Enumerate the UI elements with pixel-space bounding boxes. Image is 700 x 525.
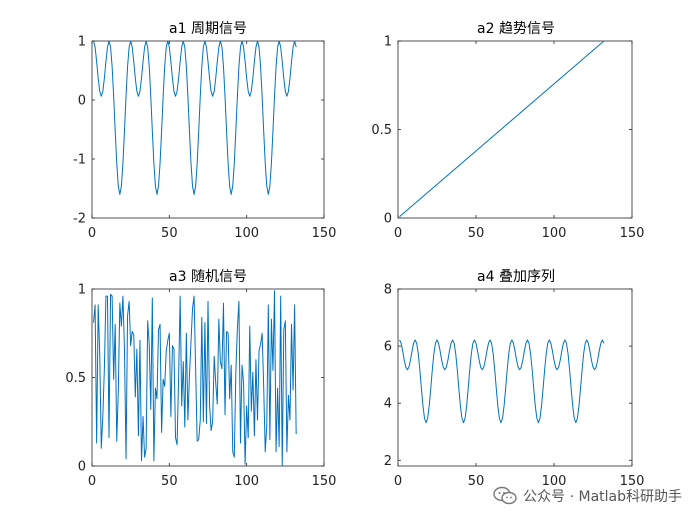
series-line [93, 290, 297, 467]
y-tick-label: 6 [384, 340, 392, 355]
y-tick-label: 1 [78, 35, 86, 50]
x-tick-label: 100 [234, 474, 259, 489]
subplot-a3: a3 随机信号 0 50 100 150 0 0.5 1 [65, 269, 336, 489]
x-tick-label: 100 [234, 226, 259, 241]
y-tick-label: 8 [384, 283, 392, 298]
x-tick-label: 150 [312, 226, 337, 241]
x-tick-label: 150 [312, 474, 337, 489]
y-tick-label: -1 [73, 153, 86, 168]
y-tick-label: 0.5 [371, 123, 392, 138]
subplot-a4: a4 叠加序列 0 50 100 150 2 4 6 8 [384, 269, 645, 489]
y-tick-label: 0 [78, 460, 86, 475]
y-tick-label: 0 [78, 94, 86, 109]
series-line [399, 40, 605, 218]
y-tick-label: 2 [384, 454, 392, 469]
x-tick-label: 0 [88, 474, 96, 489]
x-tick-label: 0 [88, 226, 96, 241]
wechat-icon [493, 486, 517, 505]
y-tick-label: 4 [384, 397, 392, 412]
axes-frame [397, 288, 633, 467]
subplot-a1-axes: 0 50 100 150 -2 -1 0 1 [73, 35, 336, 242]
series-line [399, 339, 605, 424]
subplot-a3-axes: 0 50 100 150 0 0.5 1 [65, 283, 336, 490]
x-tick-label: 100 [542, 474, 567, 489]
subplot-a4-axes: 0 50 100 150 2 4 6 8 [384, 283, 645, 490]
y-tick-label: 0 [384, 212, 392, 227]
y-tick-label: 0.5 [65, 371, 86, 386]
y-tick-label: -2 [73, 212, 86, 227]
subplot-a4-title: a4 叠加序列 [477, 269, 555, 285]
subplot-a3-title: a3 随机信号 [169, 269, 247, 285]
x-tick-label: 0 [394, 474, 402, 489]
x-tick-label: 50 [468, 226, 485, 241]
x-tick-label: 50 [161, 226, 178, 241]
series-line [93, 40, 297, 195]
y-tick-label: 1 [78, 283, 86, 298]
subplot-a2: a2 趋势信号 0 50 100 150 0 0.5 1 [371, 21, 644, 241]
x-tick-label: 150 [620, 474, 645, 489]
subplot-a1-title: a1 周期信号 [169, 21, 247, 37]
x-tick-label: 0 [394, 226, 402, 241]
subplot-a1: a1 周期信号 0 50 100 150 -2 -1 0 1 [73, 21, 336, 241]
subplot-a2-axes: 0 50 100 150 0 0.5 1 [371, 35, 644, 242]
watermark-text: 公众号 · Matlab科研助手 [523, 489, 682, 505]
axes-frame [397, 40, 633, 219]
y-tick-label: 1 [384, 35, 392, 50]
axes-frame [91, 40, 325, 219]
watermark: 公众号 · Matlab科研助手 [493, 483, 682, 509]
subplot-a2-title: a2 趋势信号 [477, 21, 555, 37]
x-tick-label: 50 [468, 474, 485, 489]
x-tick-label: 150 [620, 226, 645, 241]
x-tick-label: 100 [542, 226, 567, 241]
x-tick-label: 50 [161, 474, 178, 489]
